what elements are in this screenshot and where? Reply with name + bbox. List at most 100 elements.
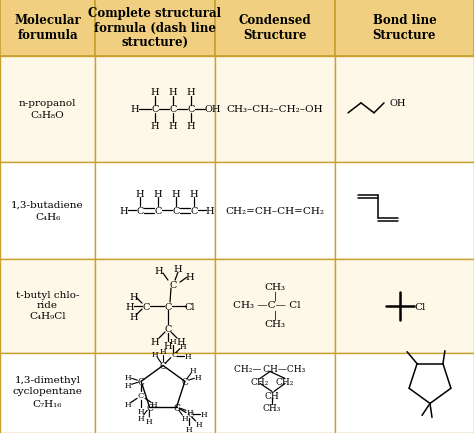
Text: C: C <box>142 302 150 311</box>
Text: H: H <box>130 312 138 321</box>
Text: C₄H₉Cl: C₄H₉Cl <box>29 311 66 320</box>
Bar <box>0 0 95 57</box>
Text: H: H <box>190 189 198 198</box>
Text: H: H <box>151 337 159 346</box>
Text: H: H <box>186 408 193 416</box>
Text: Cl: Cl <box>414 302 426 311</box>
Text: H: H <box>155 266 164 275</box>
Text: C: C <box>151 105 159 114</box>
Text: n-propanol: n-propanol <box>19 99 76 108</box>
Bar <box>335 259 474 354</box>
Text: H: H <box>152 350 158 358</box>
Bar <box>95 162 215 259</box>
Text: OH: OH <box>390 99 407 108</box>
Text: H: H <box>138 414 145 422</box>
Text: CH₂: CH₂ <box>276 377 294 386</box>
Bar <box>95 57 215 162</box>
Text: CH: CH <box>264 391 279 400</box>
Text: H: H <box>184 352 191 360</box>
Text: H: H <box>138 408 145 415</box>
Bar <box>215 354 335 434</box>
Text: CH₃: CH₃ <box>264 282 285 291</box>
Text: Cl: Cl <box>185 302 195 311</box>
Text: cyclopentane: cyclopentane <box>13 386 82 395</box>
Bar <box>95 354 215 434</box>
Text: H: H <box>185 425 192 433</box>
Bar <box>0 259 95 354</box>
Text: H: H <box>125 401 131 408</box>
Text: C: C <box>173 403 180 411</box>
Bar <box>335 162 474 259</box>
Text: C: C <box>169 280 177 289</box>
Text: H: H <box>169 122 177 131</box>
Text: H: H <box>151 401 157 408</box>
Text: CH₂: CH₂ <box>251 377 269 386</box>
Text: CH₂=CH–CH=CH₂: CH₂=CH–CH=CH₂ <box>226 206 325 215</box>
Bar <box>215 0 335 57</box>
Text: H: H <box>151 88 159 97</box>
Text: H: H <box>154 189 162 198</box>
Text: H: H <box>125 373 131 381</box>
Text: C: C <box>164 324 172 333</box>
Text: C: C <box>137 206 144 215</box>
Text: C: C <box>146 403 153 411</box>
Text: H: H <box>201 410 207 418</box>
Text: H: H <box>177 337 185 346</box>
Text: CH₃: CH₃ <box>264 319 285 328</box>
Bar <box>215 259 335 354</box>
Bar <box>95 0 215 57</box>
Text: 1,3-dimethyl: 1,3-dimethyl <box>15 375 81 384</box>
Text: |: | <box>273 309 277 319</box>
Text: H: H <box>187 122 195 131</box>
Text: Complete structural
formula (dash line
structure): Complete structural formula (dash line s… <box>89 7 221 50</box>
Bar <box>335 57 474 162</box>
Text: C: C <box>173 206 180 215</box>
Text: C₃H₈O: C₃H₈O <box>31 111 64 120</box>
Text: H: H <box>169 88 177 97</box>
Text: H: H <box>131 105 139 114</box>
Text: H: H <box>195 373 201 381</box>
Text: t-butyl chlo-: t-butyl chlo- <box>16 290 79 299</box>
Text: C: C <box>182 377 188 386</box>
Text: H: H <box>172 189 180 198</box>
Text: C: C <box>164 302 172 311</box>
Text: H: H <box>195 420 202 428</box>
Bar <box>215 57 335 162</box>
Text: H: H <box>206 206 214 215</box>
Bar <box>215 162 335 259</box>
Text: H: H <box>160 348 166 356</box>
Text: OH: OH <box>205 105 221 114</box>
Text: C₄H₆: C₄H₆ <box>35 212 60 221</box>
Text: H: H <box>182 414 188 422</box>
Text: |: | <box>273 291 277 300</box>
Text: C: C <box>138 391 144 399</box>
Text: H: H <box>146 417 153 425</box>
Text: C: C <box>155 206 162 215</box>
Text: 1,3-butadiene: 1,3-butadiene <box>11 200 84 209</box>
Text: H: H <box>126 302 134 311</box>
Text: C: C <box>191 206 198 215</box>
Text: CH₃: CH₃ <box>263 403 281 412</box>
Text: CH₃–CH₂–CH₂–OH: CH₃–CH₂–CH₂–OH <box>227 105 323 114</box>
Text: Condensed
Structure: Condensed Structure <box>239 14 311 43</box>
Text: C₇H₁₆: C₇H₁₆ <box>33 399 62 408</box>
Text: Molecular
forumula: Molecular forumula <box>14 14 81 43</box>
Text: C: C <box>187 410 194 418</box>
Bar <box>335 354 474 434</box>
Text: C: C <box>172 350 178 358</box>
Text: H: H <box>186 272 194 281</box>
Text: CH₂— CH—CH₃: CH₂— CH—CH₃ <box>234 364 306 373</box>
Text: H: H <box>130 292 138 301</box>
Bar <box>0 354 95 434</box>
Text: C: C <box>169 105 177 114</box>
Bar <box>0 57 95 162</box>
Text: C: C <box>137 377 145 386</box>
Text: H: H <box>120 206 128 215</box>
Text: H: H <box>173 264 182 273</box>
Text: C: C <box>160 361 166 370</box>
Text: CH₃ —C— Cl: CH₃ —C— Cl <box>233 300 301 309</box>
Text: C: C <box>187 105 195 114</box>
Text: H: H <box>136 189 144 198</box>
Bar <box>0 162 95 259</box>
Text: H: H <box>164 341 173 350</box>
